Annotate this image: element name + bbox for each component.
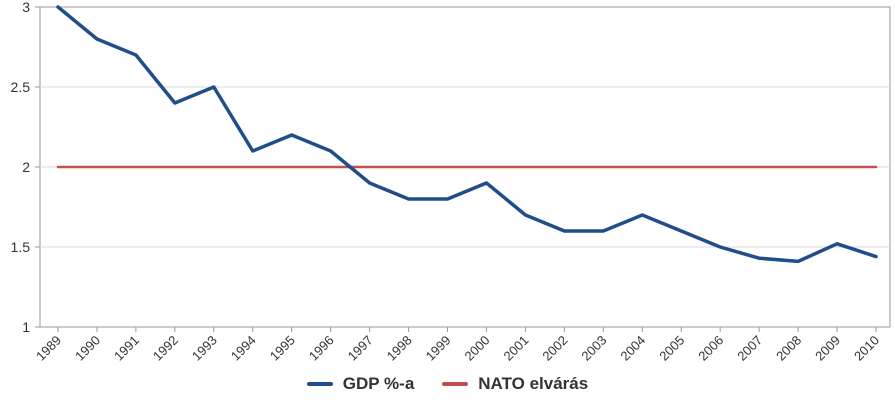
data-point-gdp — [601, 229, 605, 233]
y-tick-label: 2.5 — [11, 79, 31, 95]
legend-label-nato: NATO elvárás — [478, 374, 589, 393]
data-point-gdp — [562, 229, 566, 233]
x-tick-label: 1997 — [345, 333, 376, 364]
y-tick-label: 1 — [22, 319, 30, 335]
x-tick-label: 1995 — [267, 333, 298, 364]
y-tick-label: 3 — [22, 0, 30, 15]
data-point-gdp — [796, 259, 800, 263]
data-point-gdp — [484, 181, 488, 185]
data-point-gdp — [679, 229, 683, 233]
x-tick-label: 1999 — [423, 333, 454, 364]
data-point-gdp — [212, 85, 216, 89]
x-tick-label: 1990 — [72, 333, 103, 364]
x-tick-label: 1991 — [111, 333, 142, 364]
data-point-gdp — [251, 149, 255, 153]
x-tick-label: 2010 — [851, 333, 882, 364]
data-point-gdp — [329, 149, 333, 153]
x-tick-label: 1992 — [150, 333, 181, 364]
legend-item-gdp: GDP %-a — [306, 374, 415, 394]
x-tick-label: 1993 — [189, 333, 220, 364]
data-point-gdp — [446, 197, 450, 201]
x-tick-label: 2000 — [462, 333, 493, 364]
x-tick-label: 1989 — [33, 333, 64, 364]
data-point-gdp — [95, 37, 99, 41]
x-tick-label: 2009 — [812, 333, 843, 364]
legend-item-nato: NATO elvárás — [442, 374, 588, 394]
y-tick-label: 2 — [22, 159, 30, 175]
data-point-gdp — [835, 242, 839, 246]
x-tick-label: 2003 — [578, 333, 609, 364]
data-point-gdp — [757, 256, 761, 260]
data-point-gdp — [718, 245, 722, 249]
legend: GDP %-a NATO elvárás — [0, 368, 895, 400]
data-point-gdp — [368, 181, 372, 185]
x-tick-label: 2004 — [617, 333, 648, 364]
x-tick-label: 1994 — [228, 333, 259, 364]
x-tick-label: 2001 — [500, 333, 531, 364]
x-tick-label: 1998 — [384, 333, 415, 364]
data-point-gdp — [640, 213, 644, 217]
data-point-gdp — [173, 101, 177, 105]
data-point-gdp — [523, 213, 527, 217]
series-line-gdp — [56, 5, 878, 264]
x-tick-label: 2005 — [656, 333, 687, 364]
x-tick-label: 1996 — [306, 333, 337, 364]
legend-label-gdp: GDP %-a — [342, 374, 415, 393]
x-tick-label: 2002 — [539, 333, 570, 364]
data-point-gdp — [134, 53, 138, 57]
x-tick-label: 2007 — [734, 333, 765, 364]
x-tick-label: 2006 — [695, 333, 726, 364]
legend-swatch-nato — [442, 382, 469, 386]
data-point-gdp — [290, 133, 294, 137]
y-tick-label: 1.5 — [11, 239, 31, 255]
legend-swatch-gdp — [306, 382, 333, 386]
data-point-gdp — [874, 255, 878, 259]
x-tick-label: 2008 — [773, 333, 804, 364]
data-point-gdp — [56, 5, 60, 9]
data-point-gdp — [407, 197, 411, 201]
